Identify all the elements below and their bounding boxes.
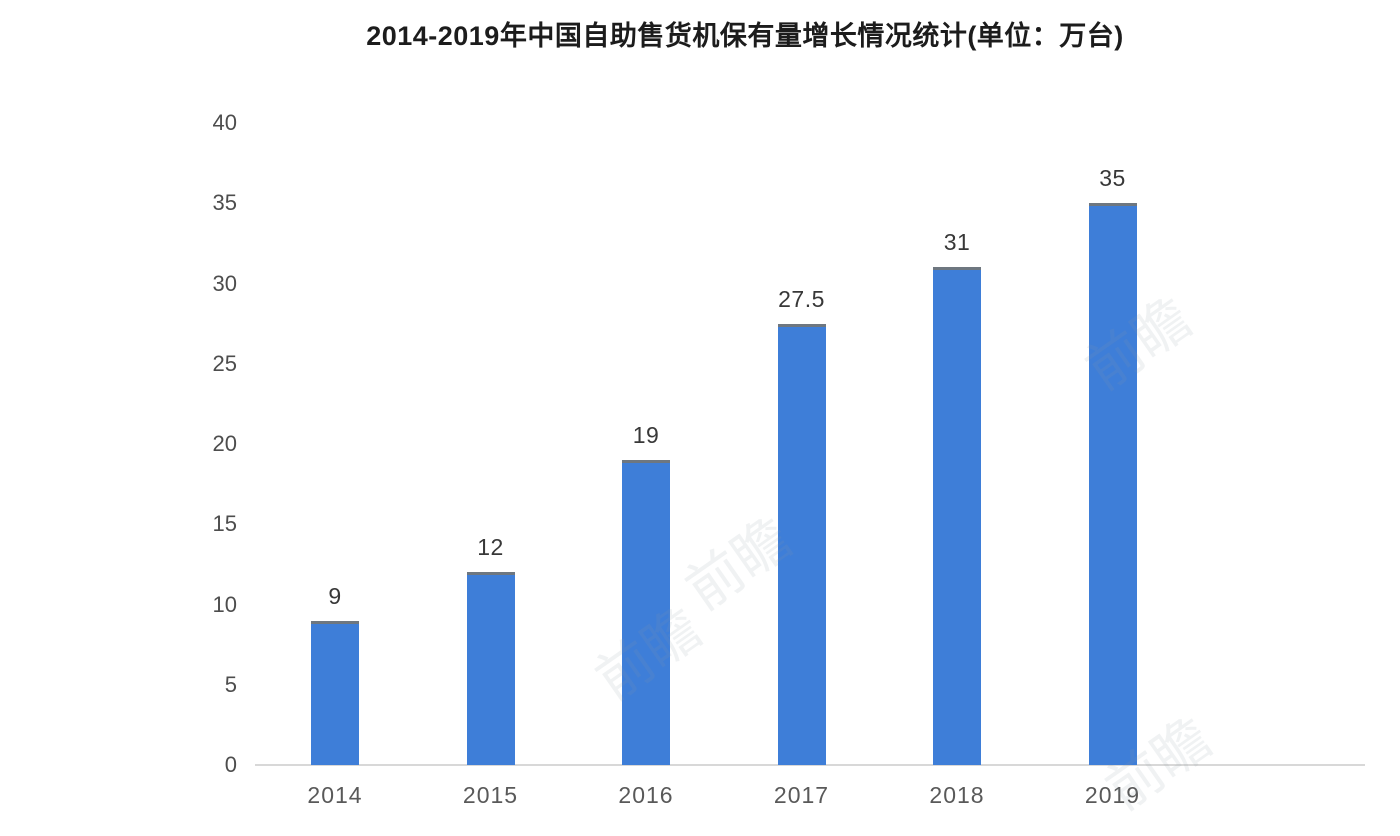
bar-2017	[777, 323, 826, 765]
y-axis-tick-label: 10	[212, 591, 237, 617]
y-axis-tick-label: 5	[224, 671, 237, 697]
x-axis-tick-label: 2015	[462, 782, 519, 808]
y-axis-tick-label: 30	[212, 270, 237, 296]
bar-2018	[933, 267, 981, 765]
y-axis-tick-label: 40	[212, 110, 237, 135]
bar-2015	[466, 572, 515, 765]
x-axis-tick-label: 2019	[1084, 782, 1141, 808]
bar-value-label: 27.5	[778, 285, 825, 312]
x-axis-tick-label: 2017	[773, 782, 830, 808]
bar-value-label: 12	[477, 534, 504, 561]
bar-value-label: 31	[943, 229, 971, 256]
bar-value-label: 35	[1099, 165, 1126, 192]
y-axis-tick-label: 25	[212, 350, 237, 376]
x-axis-tick-label: 2014	[307, 782, 363, 808]
y-axis-tick-label: 20	[212, 431, 237, 456]
x-axis-tick-label: 2016	[618, 782, 674, 808]
y-axis-tick-label: 0	[224, 752, 237, 777]
chart-title: 2014-2019年中国自助售货机保有量增长情况统计(单位：万台)	[366, 21, 1124, 51]
bar-2019	[1088, 203, 1137, 765]
y-axis-tick-label: 35	[212, 190, 237, 216]
bar-2014	[311, 620, 359, 765]
bar-value-label: 9	[328, 582, 342, 609]
y-axis-tick-label: 15	[212, 511, 237, 537]
bar-value-label: 19	[632, 422, 660, 449]
x-axis-tick-label: 2018	[929, 782, 985, 808]
x-axis-line	[255, 764, 1365, 766]
bar-2016	[622, 460, 670, 765]
